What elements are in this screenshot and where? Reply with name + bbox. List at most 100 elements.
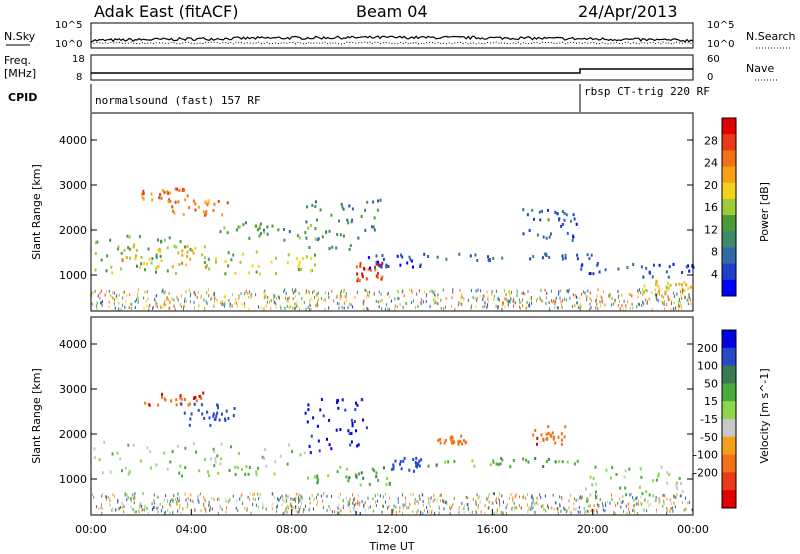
ground-scatter-cell: [579, 510, 581, 514]
ground-scatter-cell: [203, 503, 205, 507]
xtick-label: 08:00: [276, 523, 308, 536]
ground-scatter-cell: [584, 291, 586, 295]
ground-scatter-cell: [621, 304, 623, 308]
ground-scatter-cell: [152, 506, 154, 510]
ground-scatter-cell: [177, 492, 179, 496]
ground-scatter-cell: [182, 307, 184, 311]
echo-cell: [341, 398, 344, 402]
echo-cell: [450, 435, 453, 439]
ground-scatter-cell: [345, 292, 347, 296]
echo-cell: [560, 224, 563, 228]
ground-scatter-cell: [298, 292, 300, 295]
echo-cell: [212, 209, 215, 212]
ground-scatter-cell: [602, 508, 604, 512]
echo-cell: [219, 462, 222, 466]
echo-cell: [443, 441, 446, 445]
echo-cell: [348, 476, 351, 480]
echo-cell: [654, 499, 657, 503]
ground-scatter-cell: [476, 296, 478, 300]
ground-scatter-cell: [406, 302, 408, 305]
ground-scatter-cell: [122, 296, 124, 300]
ground-scatter-cell: [690, 302, 692, 306]
ground-scatter-cell: [259, 492, 261, 496]
echo-cell: [106, 254, 109, 258]
echo-cell: [348, 432, 351, 436]
echo-cell: [198, 469, 201, 473]
ground-scatter-cell: [287, 495, 289, 499]
echo-cell: [586, 499, 588, 503]
ground-scatter-cell: [487, 297, 489, 301]
ground-scatter-cell: [489, 500, 490, 504]
echo-cell: [297, 268, 300, 272]
echo-cell: [271, 224, 274, 228]
echo-cell: [150, 192, 153, 196]
echo-cell: [354, 408, 357, 411]
ground-scatter-cell: [143, 306, 145, 310]
echo-cell: [119, 457, 122, 461]
echo-cell: [534, 457, 537, 460]
echo-cell: [538, 210, 541, 214]
ground-scatter-cell: [278, 498, 280, 502]
ground-scatter-cell: [661, 493, 663, 497]
ground-scatter-cell: [292, 297, 294, 301]
ground-scatter-cell: [127, 496, 129, 500]
ground-scatter-cell: [444, 501, 446, 504]
ground-scatter-cell: [340, 509, 342, 513]
ground-scatter-cell: [287, 297, 289, 301]
ground-scatter-cell: [530, 496, 532, 500]
echo-cell: [224, 272, 227, 276]
ground-scatter-cell: [169, 511, 171, 515]
echo-cell: [188, 402, 191, 406]
ground-scatter-cell: [340, 294, 342, 298]
ground-scatter-cell: [634, 503, 636, 507]
echo-cell: [464, 441, 467, 445]
echo-cell: [247, 472, 250, 476]
ground-scatter-cell: [662, 504, 664, 508]
ground-scatter-cell: [502, 301, 504, 304]
mode-second-label: rbsp CT-trig 220 RF: [584, 85, 710, 98]
ground-scatter-cell: [169, 306, 171, 310]
ground-scatter-cell: [593, 510, 595, 514]
echo-cell: [187, 403, 190, 407]
ground-scatter-cell: [243, 302, 245, 306]
ground-scatter-cell: [251, 294, 253, 297]
ground-scatter-cell: [557, 511, 559, 515]
echo-cell: [328, 443, 331, 447]
echo-cell: [183, 245, 186, 249]
ground-scatter-cell: [183, 304, 185, 308]
ground-scatter-cell: [164, 303, 166, 307]
ground-scatter-cell: [392, 510, 394, 514]
ground-scatter-cell: [331, 494, 332, 498]
ground-scatter-cell: [156, 305, 158, 309]
ground-scatter-cell: [299, 497, 301, 501]
echo-cell: [529, 257, 532, 261]
echo-cell: [316, 218, 318, 222]
echo-cell: [255, 270, 258, 274]
ground-scatter-cell: [402, 511, 404, 515]
echo-cell: [681, 490, 684, 494]
echo-cell: [298, 260, 301, 264]
ground-scatter-cell: [332, 510, 333, 514]
echo-cell: [335, 246, 338, 250]
ground-scatter-cell: [328, 306, 330, 310]
colorbar-segment: [722, 215, 736, 232]
colorbar-segment: [722, 166, 736, 184]
ground-scatter-cell: [602, 300, 604, 304]
ground-scatter-cell: [203, 298, 205, 302]
ground-scatter-cell: [115, 296, 117, 300]
echo-cell: [354, 472, 357, 476]
ground-scatter-cell: [486, 290, 488, 294]
echo-cell: [645, 266, 648, 270]
xtick-label: 00:00: [677, 523, 709, 536]
ground-scatter-cell: [599, 498, 601, 502]
ground-scatter-cell: [416, 511, 418, 514]
ground-scatter-cell: [641, 303, 643, 307]
ground-scatter-cell: [285, 291, 287, 295]
ground-scatter-cell: [628, 511, 630, 515]
ground-scatter-cell: [655, 293, 656, 297]
ytick-label: 3000: [59, 383, 87, 396]
ground-scatter-cell: [113, 302, 115, 306]
echo-cell: [447, 460, 450, 464]
ground-scatter-cell: [177, 500, 179, 503]
